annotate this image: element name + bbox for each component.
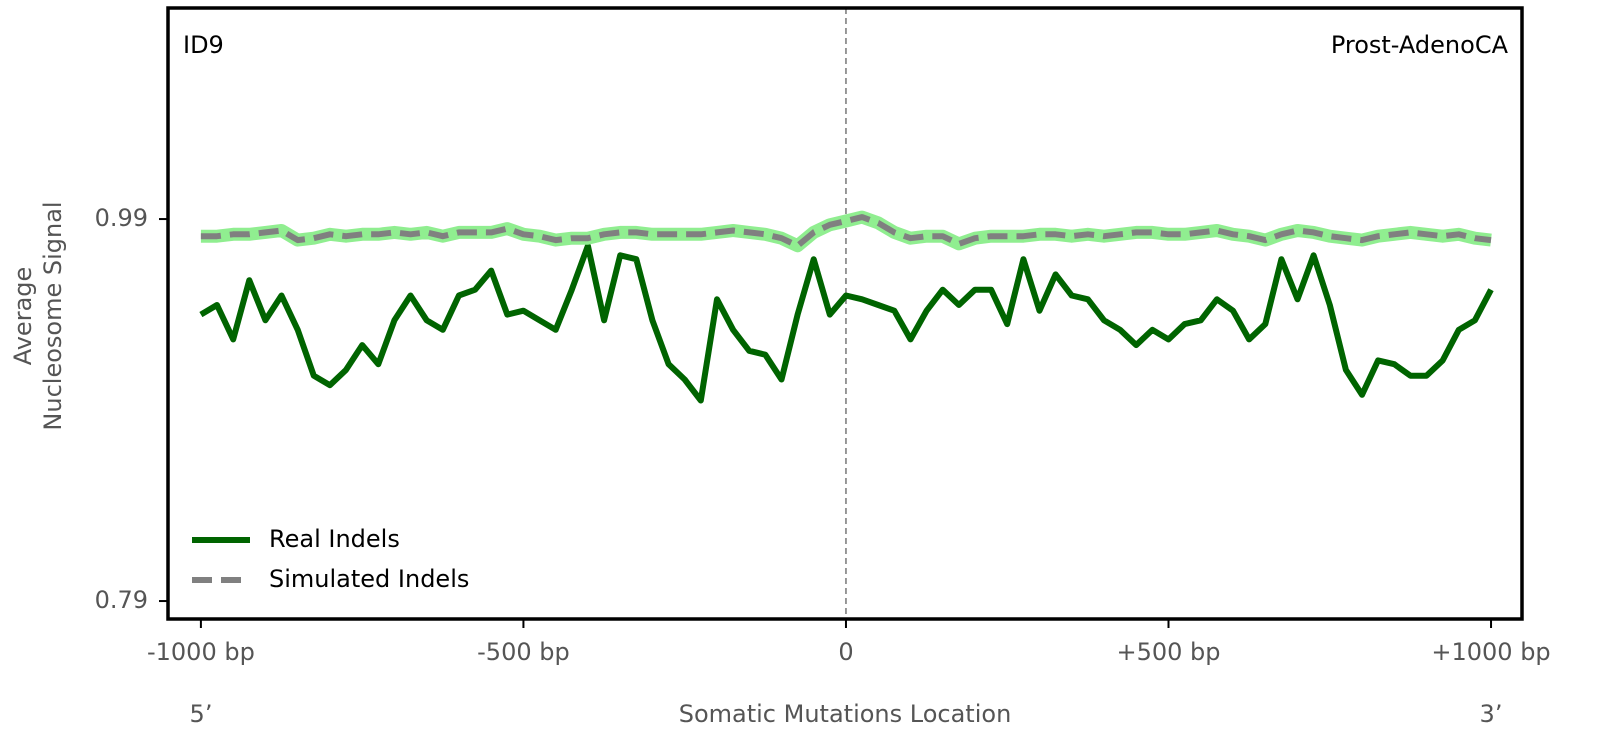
annotation-end: 3’ — [1480, 700, 1503, 728]
x-axis-label: Somatic Mutations Location — [679, 700, 1012, 728]
y-axis-label: Average — [9, 267, 37, 366]
y-tick-label: 0.99 — [95, 204, 148, 232]
legend-label: Simulated Indels — [269, 565, 469, 593]
x-tick-label: -500 bp — [477, 638, 570, 666]
legend-label: Real Indels — [269, 525, 400, 553]
x-tick-label: +500 bp — [1116, 638, 1220, 666]
plot-frame — [166, 6, 1524, 621]
x-tick-label: +1000 bp — [1431, 638, 1550, 666]
annotation-start: 5’ — [190, 700, 213, 728]
series-line — [200, 214, 1492, 249]
x-tick-label: -1000 bp — [147, 638, 255, 666]
annotation-left: ID9 — [183, 31, 224, 59]
annotation-right: Prost-AdenoCA — [1331, 31, 1509, 59]
x-tick-label: 0 — [838, 638, 853, 666]
series-line — [199, 242, 1494, 404]
y-tick-label: 0.79 — [95, 586, 148, 614]
y-axis-label: Nucleosome Signal — [39, 201, 67, 430]
